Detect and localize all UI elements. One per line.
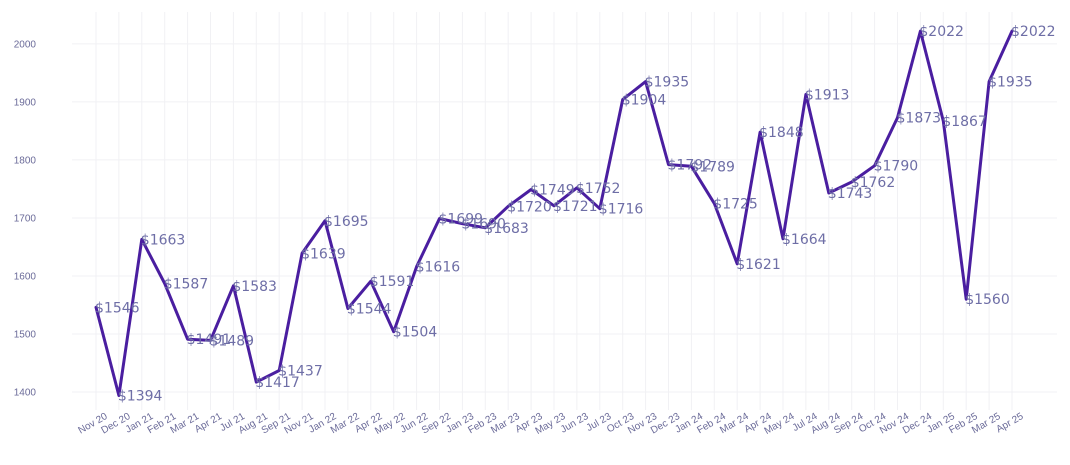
data-label: $1873 <box>897 111 942 127</box>
data-label: $1789 <box>690 159 735 175</box>
data-label: $2022 <box>919 24 964 40</box>
grid <box>72 12 1057 410</box>
data-label: $1935 <box>988 75 1033 91</box>
data-label: $1491 <box>187 332 232 348</box>
data-label: $1716 <box>599 202 644 218</box>
data-label: $1417 <box>255 375 300 391</box>
data-label: $1683 <box>484 221 529 237</box>
data-label: $1394 <box>118 388 163 404</box>
data-label: $1664 <box>782 232 827 248</box>
data-label: $1752 <box>576 181 621 197</box>
data-label: $1587 <box>164 277 209 293</box>
y-tick-label: 2000 <box>14 39 37 50</box>
data-label: $1749 <box>530 183 575 199</box>
data-label: $1721 <box>553 199 598 215</box>
data-label: $1504 <box>393 325 438 341</box>
data-label: $2022 <box>1011 24 1056 40</box>
series-line <box>94 29 1014 397</box>
data-label: $1591 <box>370 274 415 290</box>
data-label: $1720 <box>507 199 552 215</box>
data-label: $1790 <box>874 159 919 175</box>
data-label: $1583 <box>232 279 277 295</box>
series <box>94 29 1014 397</box>
data-label: $1935 <box>645 75 690 91</box>
data-label: $1913 <box>805 87 850 103</box>
data-label: $1663 <box>141 232 186 248</box>
y-tick-label: 1700 <box>14 213 37 224</box>
data-label: $1544 <box>347 301 392 317</box>
data-label: $1621 <box>736 257 781 273</box>
data-label: $1546 <box>95 300 140 316</box>
data-label: $1690 <box>461 217 506 233</box>
data-label: $1848 <box>759 125 804 141</box>
data-label: $1616 <box>416 260 461 276</box>
data-label: $1699 <box>439 212 484 228</box>
y-tick-label: 1800 <box>14 155 37 166</box>
y-tick-label: 1400 <box>14 388 37 399</box>
data-label: $1743 <box>828 186 873 202</box>
data-label: $1867 <box>942 114 987 130</box>
data-labels: $1546 $1394 $1663 $1587 $1491$1489 $1583 $1417… <box>95 24 1056 404</box>
data-label: $1437 <box>278 364 323 380</box>
data-label: $1489 <box>210 333 255 349</box>
data-label: $1695 <box>324 214 369 230</box>
y-tick-label: 1600 <box>14 271 37 282</box>
data-label: $1725 <box>713 196 758 212</box>
data-label: $1560 <box>965 292 1010 308</box>
data-label: $1639 <box>301 246 346 262</box>
data-label: $1904 <box>622 93 667 109</box>
data-label: $1762 <box>851 175 896 191</box>
x-tick-label: Apr 25 <box>994 411 1025 435</box>
y-axis-ticks: 1400 1500 1600 1700 1800 1900 2000 <box>14 39 37 398</box>
y-tick-label: 1500 <box>14 329 37 340</box>
y-tick-label: 1900 <box>14 97 37 108</box>
data-label: $1792 <box>668 158 713 174</box>
